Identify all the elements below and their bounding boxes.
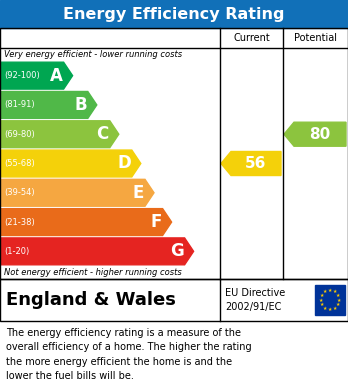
- Text: D: D: [117, 154, 131, 172]
- Text: ★: ★: [323, 289, 327, 294]
- Text: (1-20): (1-20): [4, 247, 29, 256]
- Polygon shape: [0, 91, 97, 118]
- Polygon shape: [0, 238, 193, 265]
- Text: Very energy efficient - lower running costs: Very energy efficient - lower running co…: [4, 50, 182, 59]
- Text: ★: ★: [336, 293, 340, 298]
- Text: Not energy efficient - higher running costs: Not energy efficient - higher running co…: [4, 268, 182, 277]
- Polygon shape: [0, 62, 73, 89]
- Text: C: C: [96, 125, 109, 143]
- Bar: [0, 28, 348, 279]
- Polygon shape: [221, 151, 281, 176]
- Polygon shape: [0, 150, 141, 177]
- Text: ★: ★: [336, 302, 340, 307]
- Text: Energy Efficiency Rating: Energy Efficiency Rating: [63, 7, 285, 22]
- Text: E: E: [133, 184, 144, 202]
- Text: (21-38): (21-38): [4, 217, 35, 226]
- Text: ★: ★: [318, 298, 323, 303]
- Text: Current: Current: [233, 33, 270, 43]
- Bar: [315, 285, 345, 315]
- Text: F: F: [150, 213, 161, 231]
- Text: 56: 56: [245, 156, 267, 171]
- Text: B: B: [74, 96, 87, 114]
- Text: The energy efficiency rating is a measure of the
overall efficiency of a home. T: The energy efficiency rating is a measur…: [6, 328, 252, 381]
- Text: England & Wales: England & Wales: [6, 291, 176, 309]
- Bar: [0, 279, 348, 321]
- Text: ★: ★: [328, 307, 332, 312]
- Polygon shape: [284, 122, 346, 146]
- Text: ★: ★: [320, 302, 324, 307]
- Text: (39-54): (39-54): [4, 188, 34, 197]
- Text: Potential: Potential: [294, 33, 337, 43]
- Bar: [0, 0, 348, 28]
- Text: (69-80): (69-80): [4, 130, 35, 139]
- Text: G: G: [170, 242, 184, 260]
- Text: ★: ★: [332, 305, 337, 310]
- Text: (55-68): (55-68): [4, 159, 35, 168]
- Text: (92-100): (92-100): [4, 71, 40, 80]
- Text: EU Directive
2002/91/EC: EU Directive 2002/91/EC: [225, 288, 285, 312]
- Text: ★: ★: [323, 305, 327, 310]
- Text: ★: ★: [320, 293, 324, 298]
- Text: 80: 80: [309, 127, 331, 142]
- Text: ★: ★: [337, 298, 341, 303]
- Text: A: A: [50, 66, 63, 84]
- Text: ★: ★: [332, 289, 337, 294]
- Polygon shape: [0, 121, 119, 148]
- Polygon shape: [0, 179, 154, 206]
- Text: ★: ★: [328, 288, 332, 293]
- Text: (81-91): (81-91): [4, 100, 34, 109]
- Polygon shape: [0, 209, 172, 235]
